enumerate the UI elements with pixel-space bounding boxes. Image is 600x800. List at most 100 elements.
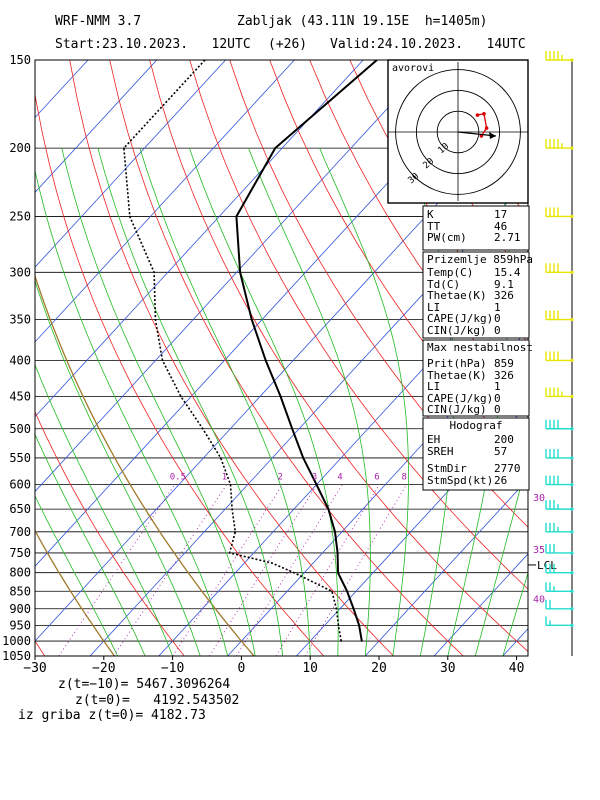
- mixing-ratio-label: 0.5: [170, 473, 186, 483]
- unstable-index-value: 0: [494, 391, 501, 405]
- temperature-point: [346, 590, 348, 593]
- dewpoint-point: [154, 318, 157, 321]
- wind-barb-dot: [570, 317, 574, 322]
- moist-adiabat-line: [139, 147, 311, 656]
- hodograph-point: [484, 126, 489, 130]
- wind-barb: [545, 616, 574, 627]
- wind-barb-dot: [570, 482, 574, 487]
- dry-adiabat-line: [109, 60, 464, 656]
- moist-adiabat-line: [189, 147, 339, 656]
- hodo-index-key: StmDir: [427, 462, 467, 475]
- dry-adiabat-line: [69, 60, 394, 656]
- dewpoint-point: [128, 215, 131, 218]
- moist-adiabat-line: [319, 147, 409, 656]
- temperature-point: [235, 215, 238, 218]
- pressure-tick-label: 750: [9, 546, 31, 560]
- moist-adiabat-line: [248, 147, 371, 656]
- dewpoint-point: [293, 571, 295, 574]
- surface-index-key: CAPE(J/kg): [427, 312, 494, 325]
- isotherm-line: [433, 553, 528, 656]
- unstable-index-key: Prit(hPa): [427, 357, 487, 370]
- moist-adiabat-line: [35, 363, 173, 656]
- wind-barb-dot: [570, 394, 574, 399]
- surface-index-key: LI: [427, 300, 441, 314]
- dry-adiabat-line: [35, 410, 185, 656]
- wind-barb-dot: [570, 427, 574, 431]
- temperature-tick-label: −30: [23, 661, 46, 676]
- temperature-point: [334, 531, 336, 533]
- wind-barb: [545, 51, 574, 62]
- dewpoint-point: [153, 271, 155, 274]
- hodo-index-value: 2770: [494, 462, 521, 475]
- pressure-tick-label: 550: [9, 451, 31, 465]
- wind-barb: [545, 139, 574, 150]
- wind-barb: [545, 500, 574, 511]
- skew-t-diagram: 0.5 1 2 3 4 6 81502002503003504004505005506006…: [2, 51, 600, 676]
- temperature-tick-label: 20: [371, 661, 387, 676]
- wind-barb-dot: [570, 270, 574, 274]
- unstable-index-value: 1: [494, 380, 501, 393]
- unstable-index-key: CAPE(J/kg): [427, 391, 494, 405]
- wind-speed-label: 40: [533, 594, 545, 605]
- wind-barb-dot: [570, 358, 574, 363]
- height-t-zero-grib: iz griba z(t=0)= 4182.73: [18, 708, 206, 723]
- temperature-tick-label: 0: [237, 661, 245, 676]
- surface-index-key: Temp(C): [427, 266, 474, 279]
- dewpoint-point: [229, 483, 232, 486]
- dewpoint-point: [123, 147, 125, 149]
- basic-index-key: PW(cm): [427, 231, 467, 244]
- wind-barb-dot: [570, 571, 574, 575]
- storm-motion-arrowhead: [489, 132, 496, 139]
- dry-adiabat-line: [590, 60, 600, 656]
- wind-barb: [545, 310, 574, 322]
- pressure-tick-label: 850: [9, 584, 31, 598]
- wind-barb: [545, 543, 574, 555]
- wind-barb-dot: [570, 507, 574, 511]
- wind-speed-label: 30: [533, 493, 545, 504]
- wind-barb: [545, 419, 574, 431]
- lead-time: (+26): [268, 37, 308, 52]
- moist-adiabat-line: [474, 455, 528, 656]
- moist-adiabat-line: [35, 168, 229, 656]
- isotherm-line: [35, 60, 158, 193]
- isotherm-line: [35, 60, 226, 268]
- dry-adiabat-line: [149, 60, 528, 652]
- pressure-tick-label: 950: [9, 618, 31, 632]
- wind-barb: [545, 387, 574, 399]
- temperature-point: [250, 318, 253, 321]
- surface-index-value: 0: [494, 323, 501, 337]
- surface-index-key: CIN(J/kg): [427, 323, 487, 337]
- mixing-ratio-label: 1: [222, 473, 227, 483]
- basic-index-value: 2.71: [494, 231, 521, 244]
- pressure-tick-label: 650: [9, 502, 31, 516]
- temperature-point: [337, 571, 339, 574]
- moist-adiabat-line: [502, 571, 528, 656]
- mixing-ratio-line: [58, 484, 176, 656]
- valid-time: Valid:24.10.2023. 14UTC: [330, 37, 526, 52]
- dewpoint-point: [340, 640, 342, 642]
- temperature-tick-label: 10: [302, 661, 318, 676]
- temperature-point: [358, 624, 360, 627]
- pressure-tick-label: 500: [9, 422, 31, 436]
- lcl-label: LCL: [537, 559, 557, 572]
- temperature-point: [327, 508, 330, 510]
- mixing-ratio-line: [113, 484, 228, 656]
- temperature-tick-label: 40: [509, 661, 525, 676]
- isotherm-line: [35, 60, 364, 418]
- pressure-tick-label: 900: [9, 602, 31, 616]
- model-label: WRF-NMM 3.7: [55, 14, 142, 29]
- pressure-tick-label: 350: [9, 313, 31, 327]
- temperature-tick-label: 30: [440, 661, 456, 676]
- hodo-index-value: 57: [494, 444, 508, 458]
- pressure-tick-label: 200: [9, 141, 31, 155]
- surface-index-value: 9.1: [494, 277, 514, 291]
- pressure-tick-label: 150: [9, 53, 31, 67]
- pressure-tick-label: 800: [9, 566, 31, 580]
- dewpoint-profile: [123, 60, 342, 642]
- dewpoint-point: [219, 457, 222, 459]
- start-time: Start:23.10.2023. 12UTC: [55, 37, 251, 52]
- pressure-tick-label: 700: [9, 525, 31, 539]
- wind-barb: [545, 448, 574, 460]
- dry-adiabat-line: [35, 91, 325, 656]
- dewpoint-point: [161, 359, 164, 362]
